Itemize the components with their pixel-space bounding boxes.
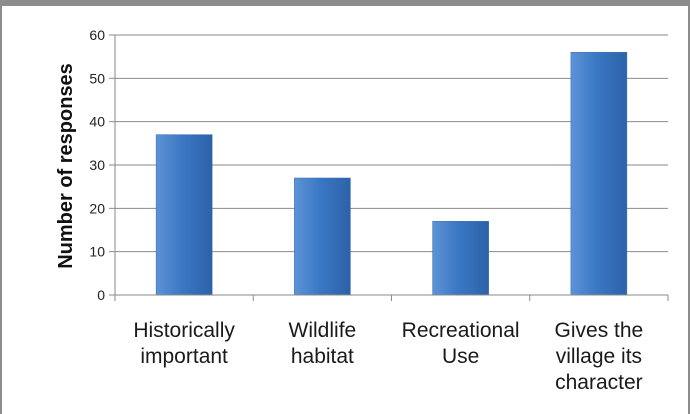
y-tick-label: 30	[89, 157, 105, 173]
axes	[109, 34, 669, 301]
y-tick-label: 10	[89, 244, 105, 260]
bar-2	[432, 221, 489, 296]
bars	[155, 52, 628, 296]
bar-0	[155, 134, 213, 296]
y-tick-label: 50	[89, 70, 105, 86]
x-category-label: Wildlife habitat	[289, 319, 357, 368]
bar-1	[294, 177, 351, 296]
x-category-label: Recreational Use	[402, 319, 520, 368]
y-tick-label: 0	[97, 287, 105, 303]
x-category-label: Gives the village its character	[555, 319, 644, 394]
y-tick-label: 40	[89, 114, 105, 130]
bar-3	[570, 52, 628, 296]
labels: 0 10 20 30 40 50 60 Historically important Wildli…	[89, 27, 643, 394]
y-tick-label: 20	[89, 200, 105, 216]
y-tick-label: 60	[89, 27, 105, 43]
x-category-label: Historically important	[133, 319, 235, 368]
y-axis-title: Number of responses	[55, 63, 77, 269]
